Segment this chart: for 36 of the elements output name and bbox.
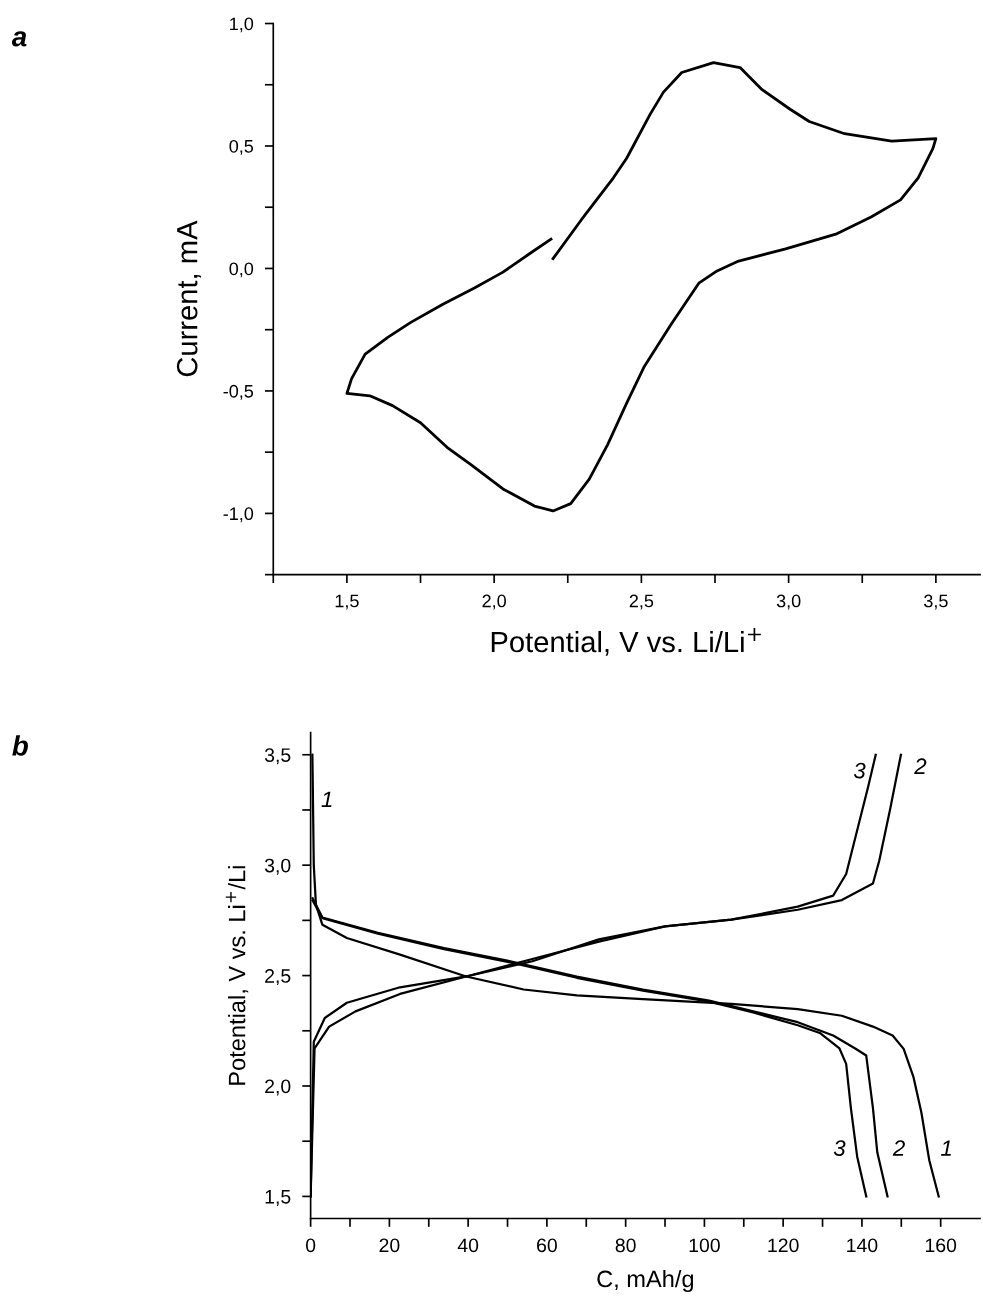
x-tick-label: 0 bbox=[305, 1238, 316, 1253]
annotation: 2 bbox=[892, 1140, 905, 1156]
y-tick-label: -1,0 bbox=[223, 507, 254, 523]
x-tick-label: 140 bbox=[847, 1238, 878, 1253]
x-tick-label: 60 bbox=[537, 1238, 557, 1253]
x-tick-label: 2,5 bbox=[629, 594, 654, 610]
x-axis-title: Potential, V vs. Li/Li$^{+}$ bbox=[491, 628, 761, 656]
y-tick-label: 2,5 bbox=[265, 969, 291, 986]
x-tick-label: 100 bbox=[689, 1238, 720, 1253]
x-tick-label: 120 bbox=[768, 1238, 799, 1253]
annotation: 3 bbox=[853, 762, 866, 779]
y-tick-label: 2,0 bbox=[265, 1079, 291, 1096]
annotation: 1 bbox=[940, 1140, 951, 1156]
x-tick-label: 3,0 bbox=[776, 594, 801, 610]
x-tick-label: 2,0 bbox=[482, 594, 506, 610]
y-axis-title: Potential, V vs. Li$^{+}$/Li bbox=[225, 866, 249, 1085]
y-axis-title: Current, mA bbox=[176, 220, 201, 377]
x-tick-label: 1,5 bbox=[335, 594, 359, 610]
text: b bbox=[12, 735, 28, 756]
x-tick-label: 80 bbox=[615, 1238, 636, 1253]
x-tick-label: 40 bbox=[457, 1238, 479, 1253]
annotation: 3 bbox=[833, 1140, 846, 1156]
y-tick-label: 0,0 bbox=[229, 262, 254, 278]
y-tick-label: 1,0 bbox=[230, 17, 254, 33]
y-tick-label: 0,5 bbox=[229, 139, 254, 155]
x-axis-title: C, mAh/g bbox=[597, 1269, 694, 1292]
annotation: 1 bbox=[321, 791, 332, 807]
y-tick-label: -0,5 bbox=[223, 384, 254, 400]
x-tick-label: 3,5 bbox=[924, 594, 948, 610]
x-tick-label: 20 bbox=[379, 1238, 400, 1253]
y-tick-label: 3,0 bbox=[264, 858, 291, 875]
annotation: 2 bbox=[914, 758, 927, 774]
x-tick-label: 160 bbox=[925, 1238, 957, 1253]
y-tick-label: 1,5 bbox=[265, 1190, 291, 1206]
y-tick-label: 3,5 bbox=[264, 748, 291, 765]
text: a bbox=[11, 31, 27, 47]
